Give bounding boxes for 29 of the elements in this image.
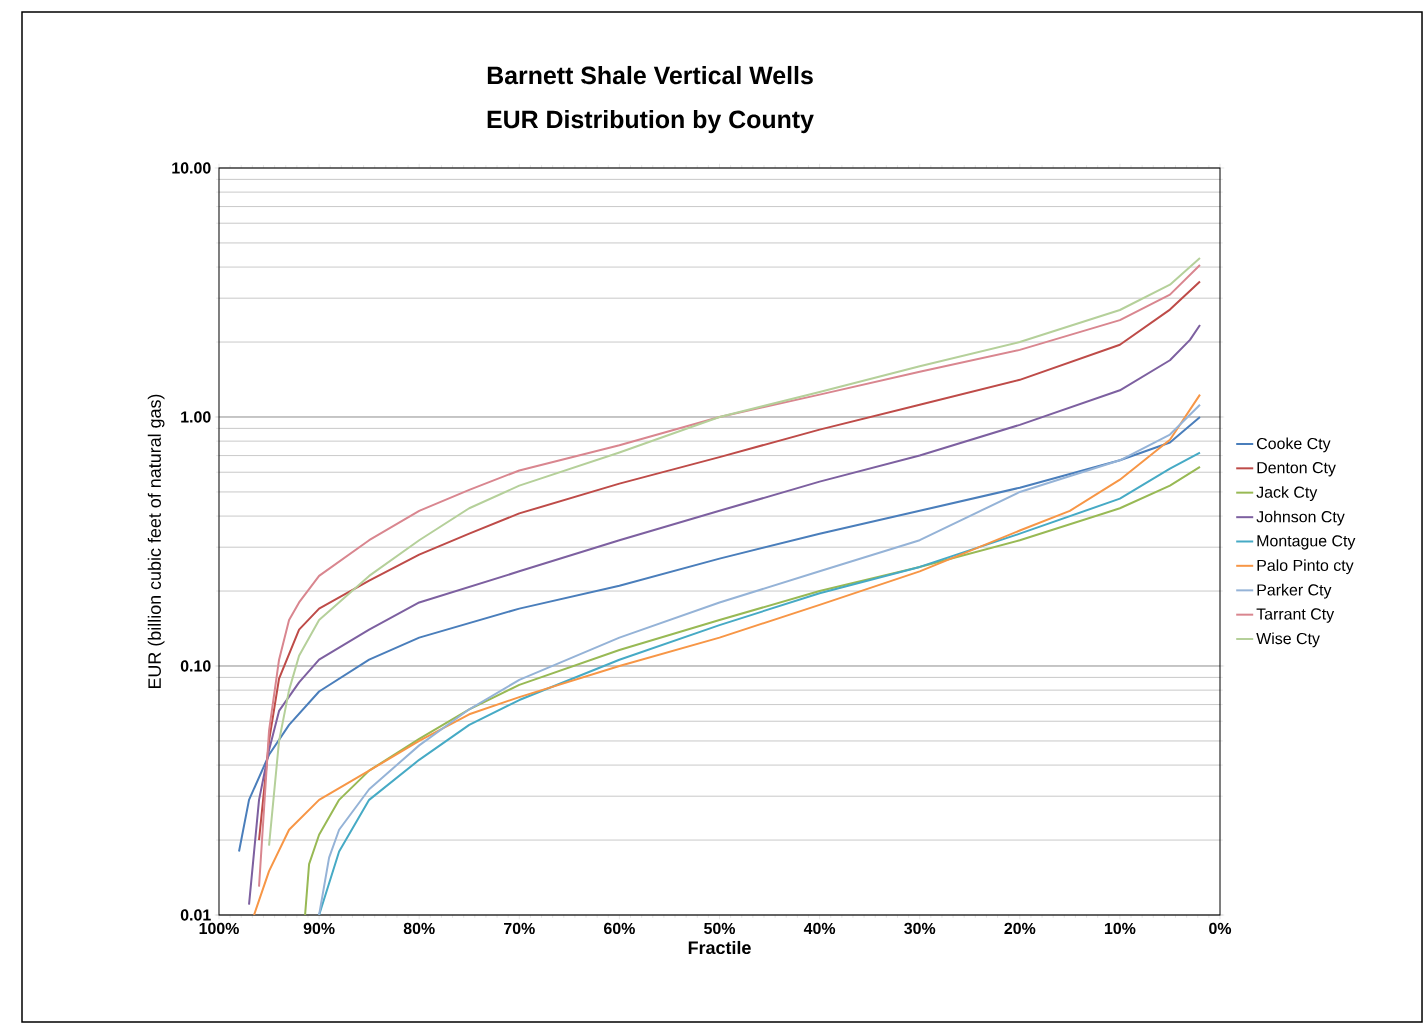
y-tick-label: 0.10: [180, 660, 211, 672]
legend-label: Jack Cty: [1256, 486, 1318, 501]
legend-label: Johnson Cty: [1256, 510, 1345, 526]
y-axis-title: EUR (billion cubic feet of natural gas): [147, 394, 165, 689]
x-axis-title: Fractile: [688, 940, 751, 955]
x-tick-label: 40%: [803, 922, 836, 935]
legend-label: Denton Cty: [1257, 462, 1336, 477]
legend-label: Parker Cty: [1257, 583, 1332, 599]
x-tick-label: 50%: [704, 922, 736, 935]
y-tick-label: 1.00: [181, 411, 211, 423]
legend-label: Wise Cty: [1256, 632, 1320, 648]
y-tick-label: 0.01: [180, 909, 211, 921]
x-tick-label: 70%: [504, 922, 535, 935]
legend-label: Tarrant Cty: [1256, 608, 1335, 623]
chart-title: Barnett Shale Vertical Wells: [487, 65, 813, 85]
x-tick-label: 0%: [1209, 922, 1232, 935]
x-tick-label: 10%: [1104, 922, 1136, 935]
line-series: [238, 415, 1201, 853]
y-tick-label: 10.00: [172, 162, 211, 174]
x-tick-label: 30%: [904, 922, 936, 935]
x-tick-label: 100%: [199, 922, 239, 935]
chart-subtitle: EUR Distribution by County: [487, 109, 814, 134]
x-tick-label: 60%: [604, 922, 635, 935]
x-tick-label: 20%: [1004, 922, 1036, 935]
x-tick-label: 90%: [303, 922, 335, 935]
legend-label: Montague Cty: [1257, 535, 1356, 550]
legend-label: Palo Pinto cty: [1257, 559, 1354, 575]
legend-label: Cooke Cty: [1257, 437, 1331, 453]
x-tick-label: 80%: [403, 922, 435, 935]
